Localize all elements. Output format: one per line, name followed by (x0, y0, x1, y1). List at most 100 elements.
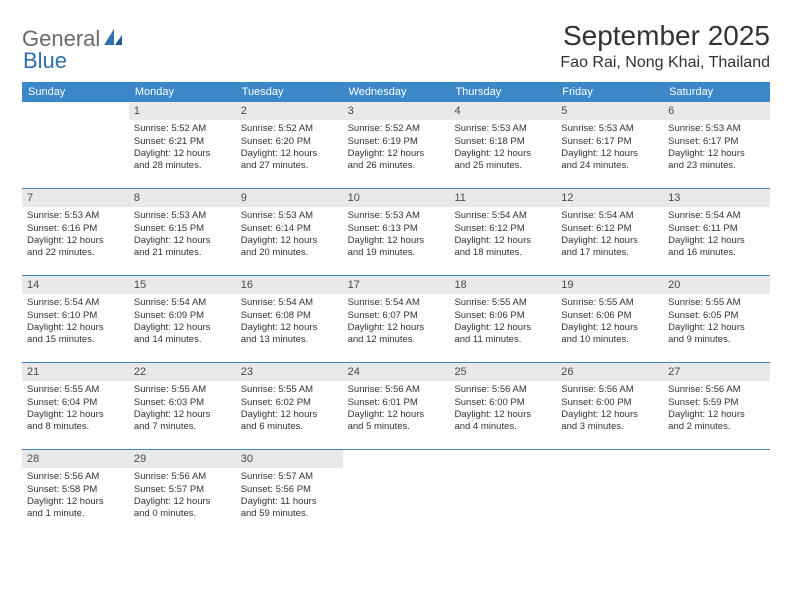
calendar-cell: 26Sunrise: 5:56 AMSunset: 6:00 PMDayligh… (556, 363, 663, 449)
daylight-text: and 20 minutes. (241, 247, 338, 259)
dow-thursday: Thursday (449, 82, 556, 102)
cell-body: Sunrise: 5:55 AMSunset: 6:05 PMDaylight:… (663, 294, 770, 352)
daylight-text: and 26 minutes. (348, 160, 445, 172)
sunrise-text: Sunrise: 5:54 AM (241, 297, 338, 309)
sunset-text: Sunset: 6:19 PM (348, 136, 445, 148)
calendar-cell: 21Sunrise: 5:55 AMSunset: 6:04 PMDayligh… (22, 363, 129, 449)
daylight-text: Daylight: 12 hours (27, 235, 124, 247)
sunrise-text: Sunrise: 5:55 AM (27, 384, 124, 396)
sunrise-text: Sunrise: 5:55 AM (134, 384, 231, 396)
daylight-text: and 59 minutes. (241, 508, 338, 520)
daylight-text: Daylight: 12 hours (241, 322, 338, 334)
sunrise-text: Sunrise: 5:53 AM (348, 210, 445, 222)
sunset-text: Sunset: 6:01 PM (348, 397, 445, 409)
cell-body: Sunrise: 5:57 AMSunset: 5:56 PMDaylight:… (236, 468, 343, 526)
daylight-text: Daylight: 12 hours (454, 409, 551, 421)
day-number: 25 (449, 363, 556, 381)
sunrise-text: Sunrise: 5:57 AM (241, 471, 338, 483)
calendar-cell: 23Sunrise: 5:55 AMSunset: 6:02 PMDayligh… (236, 363, 343, 449)
sunrise-text: Sunrise: 5:56 AM (134, 471, 231, 483)
daylight-text: Daylight: 12 hours (348, 235, 445, 247)
calendar-cell: 24Sunrise: 5:56 AMSunset: 6:01 PMDayligh… (343, 363, 450, 449)
calendar-cell: 3Sunrise: 5:52 AMSunset: 6:19 PMDaylight… (343, 102, 450, 188)
cell-body: Sunrise: 5:53 AMSunset: 6:17 PMDaylight:… (556, 120, 663, 178)
sunrise-text: Sunrise: 5:52 AM (134, 123, 231, 135)
calendar-cell: 28Sunrise: 5:56 AMSunset: 5:58 PMDayligh… (22, 450, 129, 536)
cell-body: Sunrise: 5:56 AMSunset: 6:00 PMDaylight:… (449, 381, 556, 439)
sunrise-text: Sunrise: 5:56 AM (454, 384, 551, 396)
cell-body: Sunrise: 5:52 AMSunset: 6:19 PMDaylight:… (343, 120, 450, 178)
sunrise-text: Sunrise: 5:56 AM (27, 471, 124, 483)
sunset-text: Sunset: 6:21 PM (134, 136, 231, 148)
daylight-text: Daylight: 12 hours (668, 409, 765, 421)
sunset-text: Sunset: 6:08 PM (241, 310, 338, 322)
sunset-text: Sunset: 6:10 PM (27, 310, 124, 322)
daylight-text: Daylight: 12 hours (348, 148, 445, 160)
day-number: 15 (129, 276, 236, 294)
day-number: 5 (556, 102, 663, 120)
logo-sail-icon (102, 27, 124, 52)
cell-body: Sunrise: 5:53 AMSunset: 6:14 PMDaylight:… (236, 207, 343, 265)
sunset-text: Sunset: 6:15 PM (134, 223, 231, 235)
calendar-cell: 6Sunrise: 5:53 AMSunset: 6:17 PMDaylight… (663, 102, 770, 188)
cell-body: Sunrise: 5:55 AMSunset: 6:04 PMDaylight:… (22, 381, 129, 439)
day-number: 10 (343, 189, 450, 207)
sunset-text: Sunset: 5:59 PM (668, 397, 765, 409)
calendar-cell: 4Sunrise: 5:53 AMSunset: 6:18 PMDaylight… (449, 102, 556, 188)
daylight-text: and 14 minutes. (134, 334, 231, 346)
day-number: 23 (236, 363, 343, 381)
day-number: 7 (22, 189, 129, 207)
calendar-cell (556, 450, 663, 536)
calendar-cell: 2Sunrise: 5:52 AMSunset: 6:20 PMDaylight… (236, 102, 343, 188)
sunset-text: Sunset: 6:06 PM (454, 310, 551, 322)
calendar-cell: 29Sunrise: 5:56 AMSunset: 5:57 PMDayligh… (129, 450, 236, 536)
calendar-cell: 7Sunrise: 5:53 AMSunset: 6:16 PMDaylight… (22, 189, 129, 275)
day-of-week-header: Sunday Monday Tuesday Wednesday Thursday… (22, 82, 770, 102)
sunrise-text: Sunrise: 5:56 AM (668, 384, 765, 396)
calendar-cell: 10 Sunrise: 5:53 AMSunset: 6:13 PMDayligh… (343, 189, 450, 275)
calendar-cell: 8Sunrise: 5:53 AMSunset: 6:15 PMDaylight… (129, 189, 236, 275)
daylight-text: Daylight: 12 hours (134, 409, 231, 421)
sunset-text: Sunset: 6:09 PM (134, 310, 231, 322)
day-number: 27 (663, 363, 770, 381)
daylight-text: Daylight: 12 hours (134, 496, 231, 508)
sunset-text: Sunset: 6:13 PM (348, 223, 445, 235)
day-number: 12 (556, 189, 663, 207)
calendar-week: 14Sunrise: 5:54 AMSunset: 6:10 PMDayligh… (22, 275, 770, 362)
day-number: 19 (556, 276, 663, 294)
cell-body: Sunrise: 5:55 AMSunset: 6:03 PMDaylight:… (129, 381, 236, 439)
day-number: 14 (22, 276, 129, 294)
calendar-cell (449, 450, 556, 536)
daylight-text: Daylight: 12 hours (134, 148, 231, 160)
daylight-text: and 4 minutes. (454, 421, 551, 433)
cell-body: Sunrise: 5:54 AMSunset: 6:08 PMDaylight:… (236, 294, 343, 352)
sunset-text: Sunset: 5:56 PM (241, 484, 338, 496)
daylight-text: Daylight: 11 hours (241, 496, 338, 508)
daylight-text: Daylight: 12 hours (134, 235, 231, 247)
cell-body: Sunrise: 5:53 AMSunset: 6:15 PMDaylight:… (129, 207, 236, 265)
sunset-text: Sunset: 6:00 PM (454, 397, 551, 409)
sunrise-text: Sunrise: 5:56 AM (561, 384, 658, 396)
sunrise-text: Sunrise: 5:55 AM (561, 297, 658, 309)
dow-friday: Friday (556, 82, 663, 102)
daylight-text: and 1 minute. (27, 508, 124, 520)
cell-body: Sunrise: 5:56 AMSunset: 6:00 PMDaylight:… (556, 381, 663, 439)
calendar-cell: 1Sunrise: 5:52 AMSunset: 6:21 PMDaylight… (129, 102, 236, 188)
calendar-cell (663, 450, 770, 536)
sunrise-text: Sunrise: 5:54 AM (668, 210, 765, 222)
daylight-text: and 10 minutes. (561, 334, 658, 346)
daylight-text: and 15 minutes. (27, 334, 124, 346)
cell-body: Sunrise: 5:56 AMSunset: 5:59 PMDaylight:… (663, 381, 770, 439)
calendar-cell: 9Sunrise: 5:53 AMSunset: 6:14 PMDaylight… (236, 189, 343, 275)
sunset-text: Sunset: 6:07 PM (348, 310, 445, 322)
daylight-text: and 18 minutes. (454, 247, 551, 259)
daylight-text: and 24 minutes. (561, 160, 658, 172)
calendar-cell: 5Sunrise: 5:53 AMSunset: 6:17 PMDaylight… (556, 102, 663, 188)
cell-body: Sunrise: 5:56 AMSunset: 5:57 PMDaylight:… (129, 468, 236, 526)
day-number: 2 (236, 102, 343, 120)
daylight-text: Daylight: 12 hours (561, 235, 658, 247)
sunrise-text: Sunrise: 5:53 AM (454, 123, 551, 135)
sunset-text: Sunset: 6:12 PM (454, 223, 551, 235)
cell-body: Sunrise: 5:52 AMSunset: 6:21 PMDaylight:… (129, 120, 236, 178)
sunrise-text: Sunrise: 5:54 AM (27, 297, 124, 309)
